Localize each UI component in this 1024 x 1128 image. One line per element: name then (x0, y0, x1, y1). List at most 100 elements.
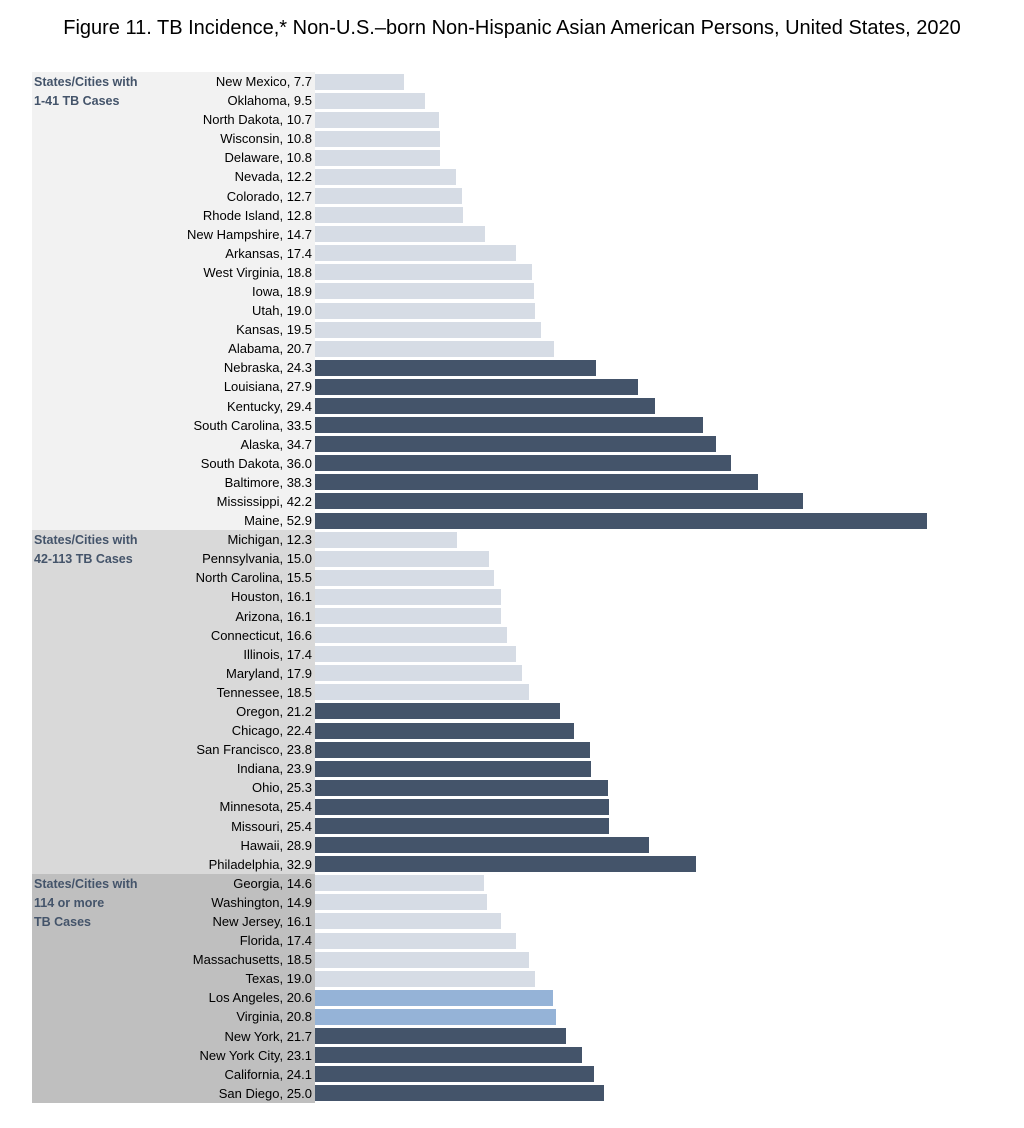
bar (315, 989, 554, 1006)
bar (315, 1047, 583, 1064)
bar-label: Florida, 17.4 (239, 933, 312, 949)
group-panel: States/Cities with 1-41 TB Cases (32, 72, 315, 531)
bar (315, 875, 484, 892)
bar (315, 818, 609, 834)
bar-label: Maryland, 17.9 (226, 665, 312, 681)
bar (315, 359, 597, 376)
bar-label: Utah, 19.0 (252, 303, 312, 319)
bar (315, 608, 502, 625)
bar-label: North Dakota, 10.7 (202, 112, 312, 128)
bar-label: Connecticut, 16.6 (210, 627, 312, 643)
bar-label: Michigan, 12.3 (227, 532, 312, 548)
group-label: States/Cities with 114 or more TB Cases (34, 876, 138, 929)
group-label: States/Cities with 42-113 TB Cases (34, 533, 138, 567)
bar (315, 665, 523, 682)
bar-label: San Diego, 25.0 (218, 1085, 312, 1101)
bar-label: Missouri, 25.4 (231, 818, 312, 834)
bar-label: Indiana, 23.9 (236, 761, 312, 777)
bar (315, 684, 530, 701)
bar-label: New Mexico, 7.7 (215, 74, 312, 89)
bar-label: Washington, 14.9 (211, 894, 312, 910)
bar (315, 188, 462, 205)
group-label: States/Cities with 1-41 TB Cases (34, 75, 138, 109)
bar-label: Oklahoma, 9.5 (227, 93, 312, 109)
bar-label: Massachusetts, 18.5 (192, 952, 312, 968)
bar-label: Virginia, 20.8 (236, 1009, 312, 1025)
bar (315, 837, 650, 854)
chart-title: Figure 11. TB Incidence,* Non-U.S.–born … (63, 17, 961, 39)
bar-label: Rhode Island, 12.8 (202, 207, 312, 223)
bar-label: Colorado, 12.7 (226, 188, 312, 204)
bar-label: Arkansas, 17.4 (225, 245, 312, 261)
bar-label: South Carolina, 33.5 (193, 417, 312, 433)
bar-label: New York City, 23.1 (199, 1047, 312, 1063)
bar (315, 1066, 594, 1083)
bar (315, 970, 535, 987)
bar (315, 245, 517, 262)
bar (315, 569, 495, 586)
bar-label: North Carolina, 15.5 (195, 570, 312, 586)
bar-label: California, 24.1 (224, 1066, 312, 1082)
bar-label: Illinois, 17.4 (243, 646, 312, 662)
bar-label: Nebraska, 24.3 (223, 360, 312, 376)
bar (315, 149, 440, 166)
bar (315, 168, 457, 185)
bar (315, 264, 533, 281)
bar (315, 894, 488, 911)
bar (315, 92, 425, 109)
group-panel: States/Cities with 42-113 TB Cases (32, 530, 315, 874)
bar (315, 111, 439, 128)
bar-label: Minnesota, 25.4 (219, 799, 312, 815)
bar-label: Delaware, 10.8 (224, 150, 312, 166)
bar (315, 531, 458, 548)
bar (315, 283, 534, 300)
bar-label: Chicago, 22.4 (231, 723, 312, 739)
bar (315, 340, 555, 357)
group-panel: States/Cities with 114 or more TB Cases (32, 873, 315, 1103)
bar (315, 398, 656, 415)
bar (315, 550, 489, 567)
bar (315, 951, 530, 968)
bar-label: South Dakota, 36.0 (200, 455, 312, 471)
bar-label: Louisiana, 27.9 (223, 379, 312, 395)
bar-label: Hawaii, 28.9 (240, 837, 312, 853)
bar (315, 130, 440, 147)
bar-label: Pennsylvania, 15.0 (202, 551, 312, 567)
bar-label: Baltimore, 38.3 (224, 474, 312, 490)
bar-label: Kentucky, 29.4 (226, 398, 312, 414)
bar (315, 760, 592, 777)
bar (315, 474, 759, 491)
bar-label: Georgia, 14.6 (233, 875, 312, 891)
bar (315, 646, 517, 663)
bar (315, 493, 804, 510)
bar-label: Alaska, 34.7 (240, 436, 312, 452)
bar (315, 588, 502, 605)
bar-label: Los Angeles, 20.6 (208, 990, 312, 1006)
bar-label: Texas, 19.0 (245, 971, 313, 987)
bar (315, 226, 486, 243)
bar (315, 1085, 605, 1102)
bar (315, 932, 517, 949)
bar (315, 779, 608, 796)
bar (315, 321, 541, 338)
bar-label: Maine, 52.9 (244, 513, 312, 529)
bar (315, 703, 561, 720)
bar (315, 913, 502, 930)
bar-label: Alabama, 20.7 (228, 341, 312, 357)
bar-label: Mississippi, 42.2 (216, 493, 312, 509)
bar (315, 1008, 556, 1025)
bar (315, 798, 609, 815)
bar-label: Kansas, 19.5 (236, 322, 312, 338)
bar (315, 856, 696, 873)
bar (315, 73, 405, 90)
bar (315, 741, 591, 758)
bar-label: Wisconsin, 10.8 (220, 131, 312, 147)
bar-label: Nevada, 12.2 (234, 169, 312, 185)
bar-label: West Virginia, 18.8 (203, 264, 312, 280)
bar-label: Philadelphia, 32.9 (208, 856, 312, 872)
bar (315, 436, 717, 453)
bar-label: Oregon, 21.2 (236, 703, 312, 719)
bar (315, 455, 732, 472)
bar (315, 417, 703, 434)
bar (315, 302, 535, 319)
